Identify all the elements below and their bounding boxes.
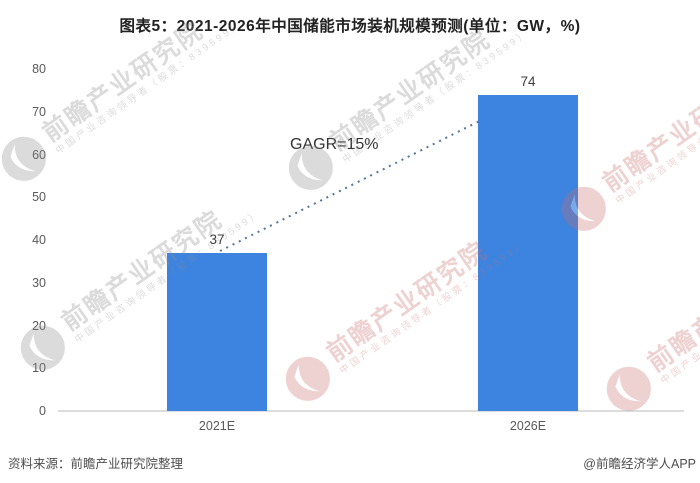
cagr-annotation: GAGR=15% (290, 136, 379, 153)
bar-2026E (478, 94, 578, 411)
watermark-sub-text: 中国产业咨询领导者（股票：839599） (613, 68, 700, 207)
bar-value-label: 74 (520, 73, 536, 89)
watermark-sub-text: 中国产业咨询领导者（股票：839599） (658, 248, 700, 387)
watermark-main-text: 前瞻产业研究院 (642, 246, 700, 378)
x-tick-label: 2021E (198, 419, 236, 433)
credit-note: @前瞻经济学人APP (583, 457, 696, 471)
y-tick-label: 40 (32, 233, 46, 248)
chart-title: 图表5：2021-2026年中国储能市场装机规模预测(单位：GW，%) (119, 18, 581, 35)
y-tick-label: 30 (32, 275, 46, 290)
x-tick-label: 2026E (509, 419, 547, 433)
watermark-main-text: 前瞻产业研究院 (597, 66, 700, 198)
y-tick-label: 60 (32, 147, 46, 162)
watermark-sub-text: 中国产业咨询领导者（股票：839599） (53, 18, 245, 157)
data-source-note: 资料来源：前瞻产业研究院整理 (8, 457, 184, 471)
y-tick-label: 70 (32, 104, 46, 119)
bar-2021E (167, 252, 267, 411)
y-tick-label: 80 (32, 62, 46, 77)
y-tick-label: 20 (32, 318, 46, 333)
x-axis-line (58, 410, 684, 412)
y-tick-label: 0 (39, 404, 46, 418)
bar-value-label: 37 (209, 231, 225, 247)
y-tick-label: 50 (32, 190, 46, 205)
y-tick-label: 10 (32, 361, 46, 376)
watermark-tile: 前瞻产业研究院 中国产业咨询领导者（股票：839599） (597, 223, 700, 421)
qianzhan-logo-icon (285, 356, 330, 401)
